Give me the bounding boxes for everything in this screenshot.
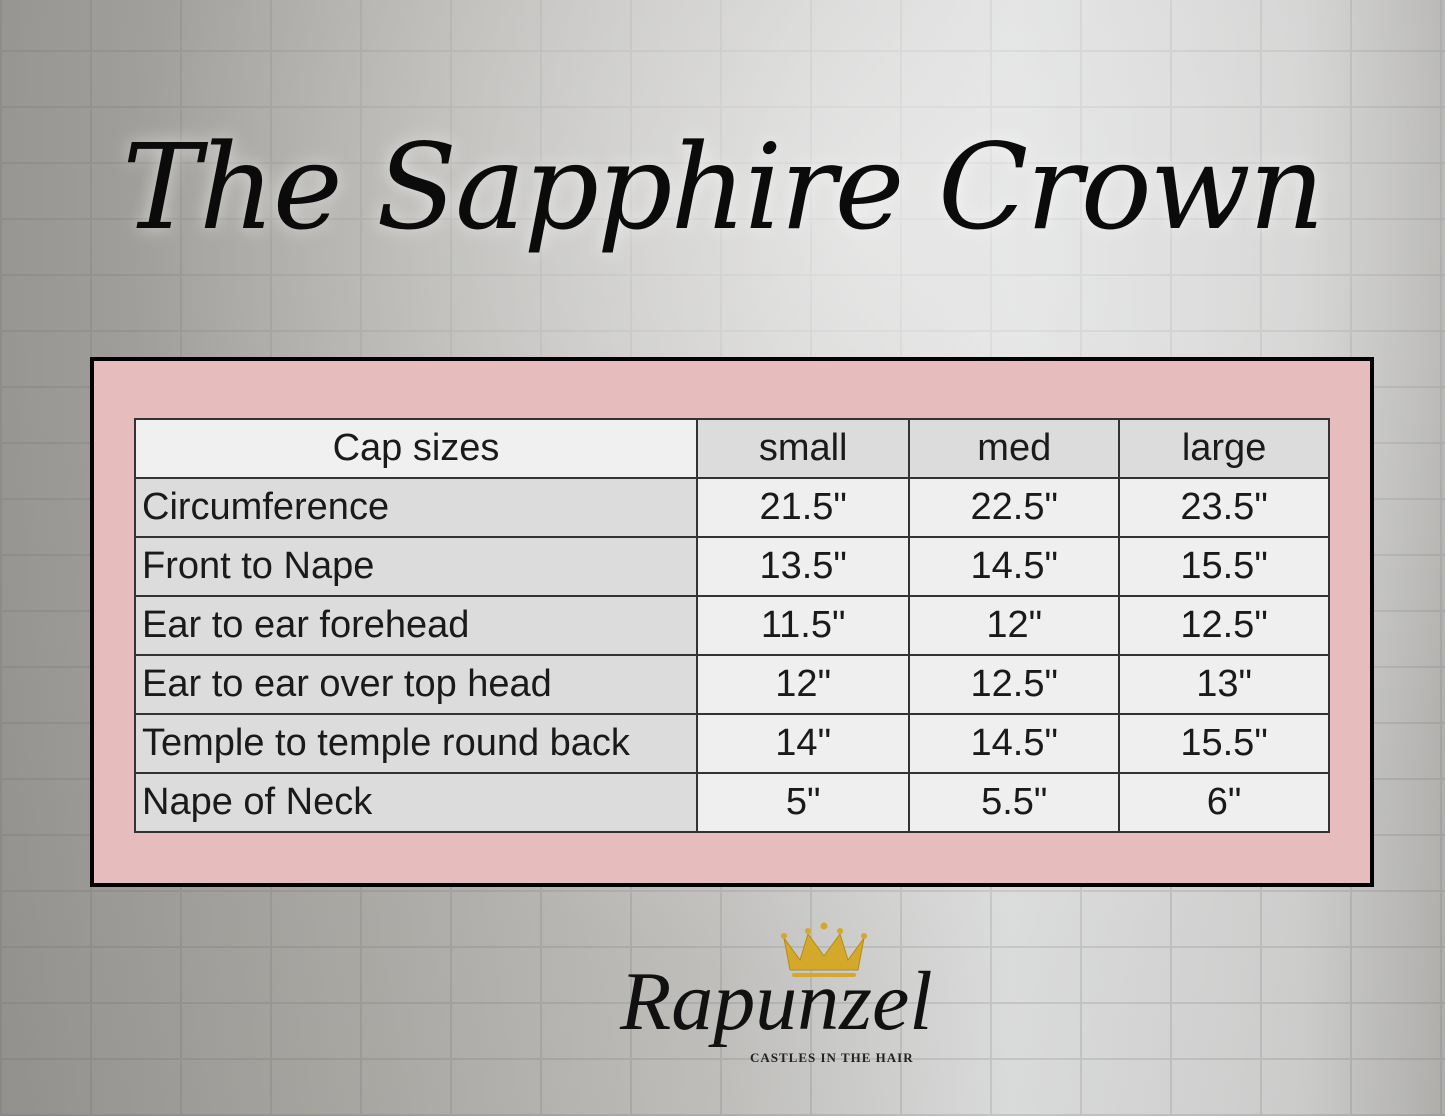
measurement-value: 21.5" (695, 477, 911, 538)
header-cell-size: large (1118, 418, 1330, 479)
measurement-value: 5.5" (908, 772, 1121, 833)
logo-name: Rapunzel (620, 955, 933, 1048)
measurement-value: 5" (695, 772, 911, 833)
table-row: Ear to ear forehead 11.5" 12" 12.5" (134, 595, 1330, 656)
measurement-value: 6" (1118, 772, 1330, 833)
table-row: Nape of Neck 5" 5.5" 6" (134, 772, 1330, 833)
size-chart-frame: Cap sizes small med large Circumference 21.5"… (90, 357, 1374, 887)
measurement-value: 12.5" (1118, 595, 1330, 656)
measurement-value: 12" (908, 595, 1121, 656)
measurement-value: 11.5" (695, 595, 911, 656)
size-chart-table: Cap sizes small med large Circumference 21.5"… (134, 418, 1330, 833)
measurement-value: 23.5" (1118, 477, 1330, 538)
table-row: Temple to temple round back 14" 14.5" 15.5" (134, 713, 1330, 774)
crown-icon (781, 922, 867, 977)
measurement-label: Front to Nape (134, 536, 698, 597)
measurement-value: 22.5" (908, 477, 1121, 538)
measurement-label: Nape of Neck (134, 772, 698, 833)
measurement-value: 13" (1118, 654, 1330, 715)
measurement-label: Ear to ear over top head (134, 654, 698, 715)
measurement-value: 15.5" (1118, 713, 1330, 774)
table-row: Front to Nape 13.5" 14.5" 15.5" (134, 536, 1330, 597)
measurement-value: 13.5" (695, 536, 911, 597)
table-row: Ear to ear over top head 12" 12.5" 13" (134, 654, 1330, 715)
measurement-value: 14" (695, 713, 911, 774)
logo-tagline: CASTLES IN THE HAIR (750, 1050, 914, 1065)
measurement-value: 14.5" (908, 713, 1121, 774)
measurement-label: Ear to ear forehead (134, 595, 698, 656)
measurement-value: 15.5" (1118, 536, 1330, 597)
measurement-value: 14.5" (908, 536, 1121, 597)
measurement-value: 12.5" (908, 654, 1121, 715)
measurement-value: 12" (695, 654, 911, 715)
brand-logo: Rapunzel CASTLES IN THE HAIR (600, 920, 933, 1100)
measurement-label: Temple to temple round back (134, 713, 698, 774)
table-row: Circumference 21.5" 22.5" 23.5" (134, 477, 1330, 538)
page-title: The Sapphire Crown (122, 118, 1325, 256)
header-cell-size: med (908, 418, 1121, 479)
header-cell-label: Cap sizes (134, 418, 698, 479)
measurement-label: Circumference (134, 477, 698, 538)
table-header-row: Cap sizes small med large (134, 418, 1330, 479)
header-cell-size: small (695, 418, 911, 479)
